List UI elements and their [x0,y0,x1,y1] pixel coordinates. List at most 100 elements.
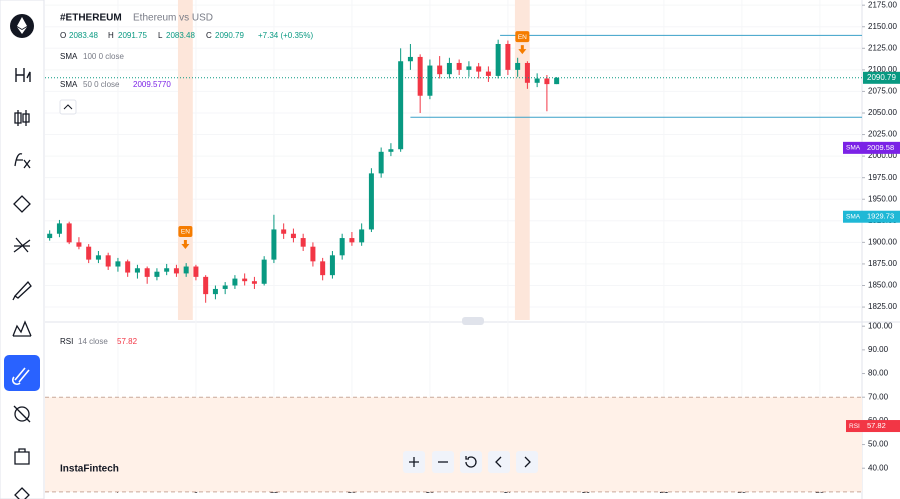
chart-type-button[interactable] [14,110,30,126]
y-tick-label: 1975.00 [868,173,897,182]
magnet-button[interactable] [4,355,40,391]
more-button[interactable] [14,487,30,499]
candle-body [56,223,62,234]
y-tick-label: 50.00 [868,440,889,449]
reset-button[interactable] [460,451,482,473]
pattern-button[interactable] [12,320,32,337]
y-tick-label: 2000.00 [868,151,897,160]
candle-body [66,223,72,243]
candle-body [154,271,160,277]
annotation-label: EN [518,34,527,41]
indicator-params: 14 close [78,337,108,346]
annotation-badge [178,226,193,238]
legend: #ETHEREUM Ethereum vs USD O 2083.48 H 20… [59,13,313,475]
candle-body [164,268,170,272]
candle-body [281,229,287,234]
candle-body [456,62,462,70]
candle-body [476,66,482,72]
candle-body [359,229,365,243]
candle-body [544,78,550,85]
candle-body [105,255,111,267]
fib-button[interactable] [13,237,31,253]
y-tick-label: 2125.00 [868,43,897,52]
hide-slash [13,405,31,423]
ohlc-label: C [206,31,212,40]
drawing-button[interactable] [13,195,31,213]
candle-body [349,238,355,243]
watermark: InstaFintech [60,464,119,475]
candle-body [125,261,131,273]
collapse-button[interactable] [59,99,77,115]
indicators-button[interactable] [14,153,31,169]
toolbar-bg [0,0,45,499]
candle-body [251,281,257,284]
candle-body [222,285,228,289]
y-tick-label: 100.00 [868,321,893,330]
collapse-icon [63,104,73,110]
y-tick-label: 1875.00 [868,259,897,268]
candle-body [290,233,296,239]
y-tick-label: 1825.00 [868,302,897,311]
candle-body [466,66,472,70]
candle-body [203,276,209,295]
scroll-right-button[interactable] [516,451,538,473]
reset-icon [465,456,477,468]
annotation-label: EN [181,229,190,236]
sma-badge [843,141,900,154]
candle-body [173,268,179,274]
annotation-arrow [181,240,190,250]
magnet-icon [11,367,30,386]
candle-body [378,151,384,174]
candle-body [193,266,199,277]
left-icon [495,456,502,468]
y-tick-label: 2175.00 [868,0,897,9]
indicator-name: SMA [60,52,78,61]
candle-body [242,278,248,282]
y-tick-label: 1900.00 [868,237,897,246]
brush-button[interactable] [12,280,32,301]
hide-button[interactable] [14,406,30,422]
rsi-band [45,397,862,492]
candle-body [515,62,521,70]
eth-icon [17,17,27,34]
candle-body [300,238,306,247]
sma-badge-name: SMA [846,145,861,152]
highlight-band [177,0,193,320]
candle-body [437,65,443,75]
indicator-name: RSI [60,337,73,346]
candle-body [320,261,326,276]
candle-body [76,242,82,247]
y-tick-label: 2025.00 [868,130,897,139]
candle-body [134,268,140,273]
candle-body [95,255,101,260]
y-tick-label: 2050.00 [868,108,897,117]
remove-button[interactable] [14,448,30,465]
candle-body [427,65,433,96]
interval-button[interactable] [15,68,31,82]
rsi-badge-value: 57.82 [867,421,886,430]
candle-body [495,43,501,76]
candle-body [485,71,491,76]
indicator-params: 50 0 close [83,80,120,89]
y-tick-label: 80.00 [868,369,889,378]
y-tick-label: 70.00 [868,392,889,401]
candle-body [534,78,540,83]
indicator-params: 100 0 close [83,52,124,61]
scroll-left-button[interactable] [488,451,510,473]
price-badge [863,71,900,84]
candle-body [232,278,238,286]
ohlc-label: O [60,31,66,40]
candle-body [115,261,121,267]
indicator-value: 57.82 [117,337,138,346]
candle-body [271,229,277,260]
ohlc-value: 2091.75 [118,31,147,40]
candle-body [47,233,53,239]
pane-resizer[interactable] [462,317,484,325]
symbol-description: Ethereum vs USD [133,13,213,24]
candle-body [212,288,218,295]
candle-body [446,62,452,75]
right-icon [524,456,531,468]
indicator-name: SMA [60,80,78,89]
sma-badge-name: SMA [846,213,861,220]
